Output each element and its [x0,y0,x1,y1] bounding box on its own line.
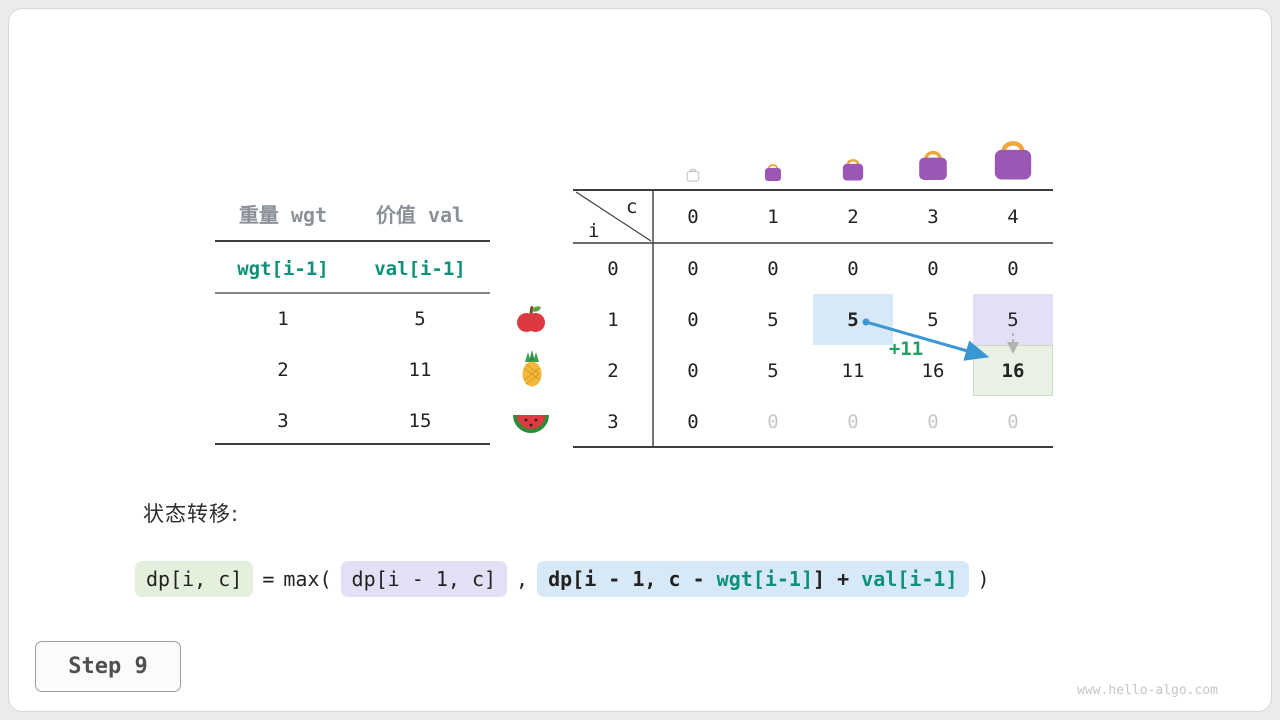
formula-option2-part2: ] + [813,567,862,591]
dp-cell-3-0: 0 [687,410,699,433]
dp-cell-3-3: 0 [927,410,939,433]
dp-row-header-2: 2 [607,359,619,382]
step-button[interactable]: Step 9 [35,641,181,692]
formula-option1-box: dp[i - 1, c] [340,561,508,597]
formula-option2-wgt: wgt[i-1] [716,567,813,591]
dp-cell-1-4-compare-highlight: 5 [973,294,1053,345]
dp-cell-0-4: 0 [1007,257,1019,280]
formula-option2-val: val[i-1] [861,567,958,591]
bag-capacity-2-icon [842,158,864,181]
dp-row-header-0: 0 [607,257,619,280]
items-table-header-value: 价值 val [375,203,465,227]
item-row-3-val: 15 [408,410,432,432]
formula-close: ) [977,567,990,591]
item-row-3-wgt: 3 [277,410,289,432]
dp-cell-2-0: 0 [687,359,699,382]
dp-row-header-3: 3 [607,410,619,433]
dp-cell-0-0: 0 [687,257,699,280]
formula-equals: = [262,567,275,591]
dp-cell-3-4: 0 [1007,410,1019,433]
transition-add-value-label: +11 [888,338,924,360]
state-transition-formula: dp[i, c] = max( dp[i - 1, c] , dp[i - 1,… [135,561,990,597]
dp-row-variable: i [588,220,600,242]
dp-cell-2-2: 11 [841,359,865,382]
watermark-url: www.hello-algo.com [1077,683,1218,698]
dp-cell-0-2: 0 [847,257,859,280]
dp-col-header-2: 2 [847,205,859,228]
dp-col-header-1: 1 [767,205,779,228]
apple-icon [517,306,545,332]
dp-cell-1-3: 5 [927,308,939,331]
state-transition-heading: 状态转移: [143,502,240,526]
dp-row-header-1: 1 [607,308,619,331]
dp-cell-3-2: 0 [847,410,859,433]
items-table-val-formula: val[i-1] [374,258,466,280]
dp-cell-1-1: 5 [767,308,779,331]
dp-col-variable: c [626,196,638,218]
item-row-2-wgt: 2 [277,359,289,381]
bag-capacity-0-icon [686,168,700,182]
watermelon-icon [513,414,549,433]
bag-capacity-3-icon [919,150,947,181]
dp-col-header-0: 0 [687,205,699,228]
formula-lhs-box: dp[i, c] [135,561,254,597]
dp-cell-1-0: 0 [687,308,699,331]
items-table-header-weight: 重量 wgt [238,203,328,227]
item-row-1-val: 5 [414,308,426,330]
item-row-1-wgt: 1 [277,308,289,330]
dp-cell-2-1: 5 [767,359,779,382]
item-row-2-val: 11 [408,359,432,381]
dp-cell-3-1: 0 [767,410,779,433]
bag-capacity-1-icon [765,164,781,181]
dp-cell-2-3: 16 [921,359,945,382]
items-table-wgt-formula: wgt[i-1] [237,258,329,280]
formula-separator: , [516,567,529,591]
dp-col-header-4: 4 [1007,205,1019,228]
dp-cell-0-1: 0 [767,257,779,280]
bag-capacity-4-icon [994,141,1032,180]
dp-cell-2-4-result-highlight: 16 [973,345,1053,396]
dp-cell-0-3: 0 [927,257,939,280]
formula-max-open: max( [283,567,332,591]
formula-option2-part1: dp[i - 1, c - [548,567,717,591]
formula-option2-box: dp[i - 1, c - wgt[i-1]] + val[i-1] [537,561,969,597]
pineapple-icon [522,350,542,387]
dp-col-header-3: 3 [927,205,939,228]
